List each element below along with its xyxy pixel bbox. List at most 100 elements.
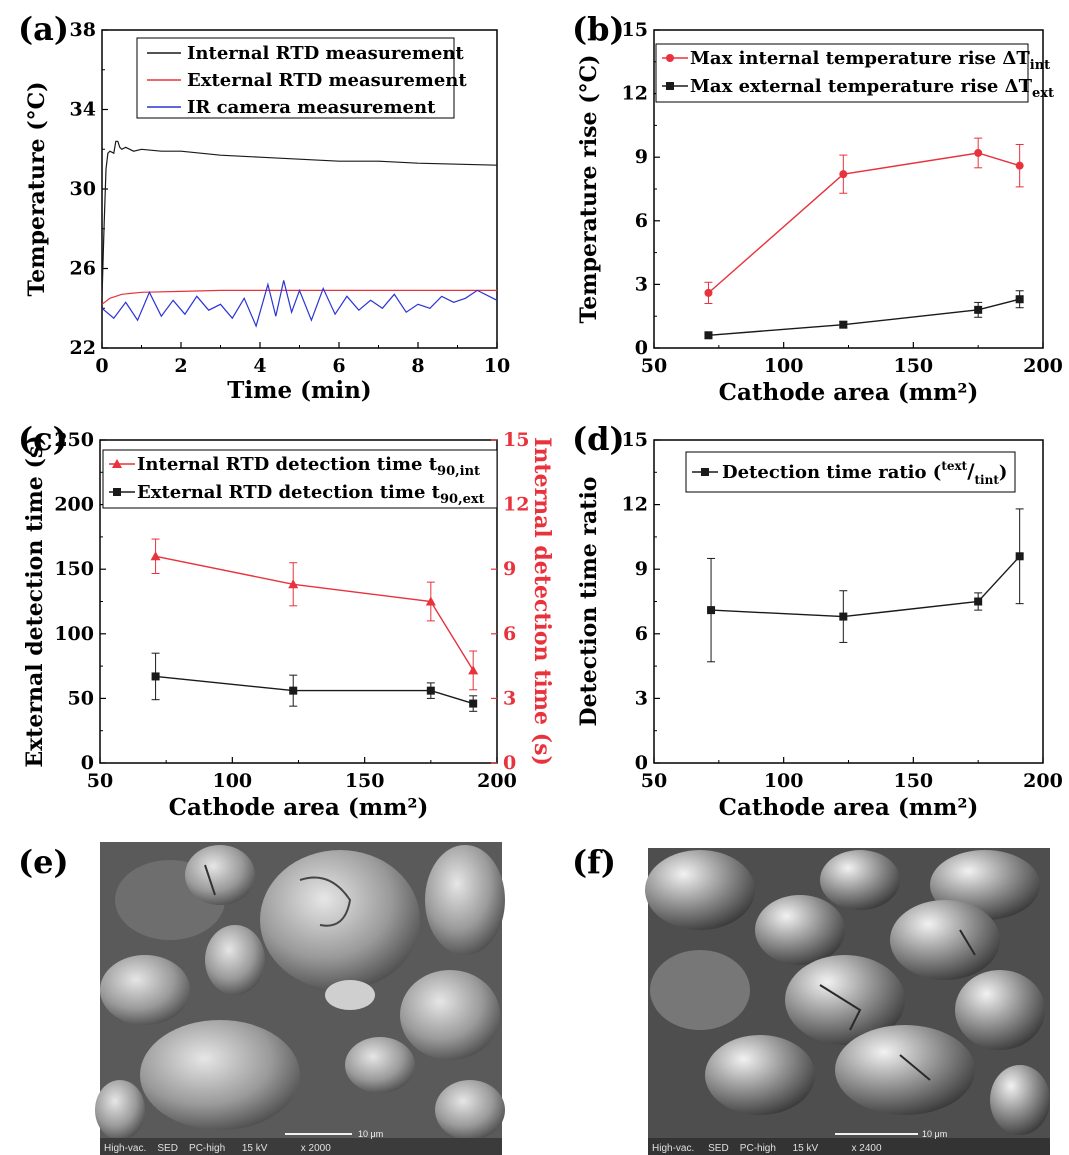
y-tick-label: 34 [70,99,96,121]
data-point [974,148,983,157]
y-right-axis-label: Internal detection time (s) [529,437,555,766]
data-point [974,597,983,606]
y-axis-label: Detection time ratio [576,477,602,727]
data-point [974,305,983,314]
legend-label: Internal RTD detection time t90,int [137,454,480,479]
y-tick-label: 15 [622,429,648,451]
series-line [155,555,474,671]
data-point [707,606,716,615]
legend-label: Internal RTD measurement [187,43,464,64]
y-axis-label: Temperature (°C) [24,81,50,296]
legend-box [102,449,498,509]
x-tick-label: 100 [212,770,252,792]
data-point [288,579,299,589]
y-tick-label: 50 [68,687,94,709]
y-tick-label: 0 [635,752,648,774]
x-tick-label: 200 [477,770,517,792]
data-point [1015,161,1024,170]
legend-marker [113,488,121,496]
chart-b: 50 100 150 200 0 3 6 9 12 15 Cathode area (mm²) Tem… [576,19,1063,406]
y-right-tick-label: 9 [503,558,516,580]
data-point [839,320,848,329]
y-right-tick-label: 6 [503,623,516,645]
series-line [101,140,498,299]
series-line [101,280,498,328]
x-tick-label: 6 [332,355,345,377]
data-point [151,672,160,681]
panel-label-f: (f) [572,843,616,881]
data-point [289,686,298,695]
y-tick-label: 0 [81,752,94,774]
y-tick-label: 150 [54,558,94,580]
series-line [711,555,1021,618]
y-tick-label: 6 [635,210,648,232]
x-tick-label: 8 [411,355,424,377]
sem-caption-f: High-vac. SED PC-high 15 kV x 2400 [652,1143,882,1154]
x-tick-label: 2 [174,355,187,377]
x-tick-label: 4 [253,355,266,377]
legend-marker [666,54,674,62]
sem-image-f: High-vac. SED PC-high 15 kV x 2400 10 μm [645,848,1050,1155]
x-tick-label: 150 [345,770,385,792]
sem-scale-f: 10 μm [922,1129,947,1139]
x-axis-label: Cathode area (mm²) [169,794,429,821]
panel-label-e: (e) [18,843,69,881]
x-axis-label: Cathode area (mm²) [719,379,979,406]
legend-label: IR camera measurement [187,97,436,118]
y-tick-label: 12 [622,494,648,516]
x-tick-label: 100 [764,355,804,377]
panel-label-c: (c) [18,420,68,458]
sem-caption-e: High-vac. SED PC-high 15 kV x 2000 [104,1143,331,1154]
data-point [150,551,161,561]
y-tick-label: 9 [635,558,648,580]
legend-box [655,43,1029,103]
x-axis-label: Cathode area (mm²) [719,794,979,821]
y-tick-label: 15 [622,19,648,41]
y-tick-label: 22 [70,337,96,359]
panel-label-a: (a) [18,10,69,48]
data-point [704,288,713,297]
y-tick-label: 250 [54,429,94,451]
y-tick-label: 12 [622,83,648,105]
y-tick-label: 0 [635,337,648,359]
panel-label-d: (d) [572,420,625,458]
y-axis-label: External detection time (s) [22,435,48,767]
panel-label-b: (b) [572,10,625,48]
data-point [468,665,479,675]
y-tick-label: 200 [54,494,94,516]
x-tick-label: 100 [764,770,804,792]
y-right-tick-label: 3 [503,687,516,709]
data-point [839,612,848,621]
y-tick-label: 6 [635,623,648,645]
y-tick-label: 30 [70,178,96,200]
data-point [839,170,848,179]
y-axis-label: Temperature rise (°C) [576,54,602,323]
data-point [425,596,436,606]
y-right-tick-label: 12 [503,494,529,516]
legend-marker [666,82,674,90]
x-tick-label: 10 [484,355,510,377]
sem-image-e: High-vac. SED PC-high 15 kV x 2000 10 μm [95,842,505,1155]
data-point [469,699,478,708]
legend-label: External RTD detection time t90,ext [137,482,485,507]
chart-a: 0 2 4 6 8 10 22 26 30 34 38 Time (min) Temperature (… [24,19,510,404]
y-tick-label: 38 [70,19,96,41]
legend-label: Max internal temperature rise ΔTint [690,48,1050,73]
x-tick-label: 150 [893,355,933,377]
y-right-tick-label: 0 [503,752,516,774]
series-line [101,289,497,305]
x-tick-label: 0 [95,355,108,377]
data-point [704,331,713,340]
x-tick-label: 200 [1023,355,1063,377]
y-right-tick-label: 15 [503,429,529,451]
legend-label: External RTD measurement [187,70,467,91]
legend-label: Max external temperature rise ΔText [690,76,1054,101]
legend-box [136,37,455,119]
y-tick-label: 100 [54,623,94,645]
series-line [155,675,474,705]
x-tick-label: 200 [1023,770,1063,792]
legend-label: Detection time ratio (text/tint) [722,459,1007,487]
data-point [1015,295,1024,304]
